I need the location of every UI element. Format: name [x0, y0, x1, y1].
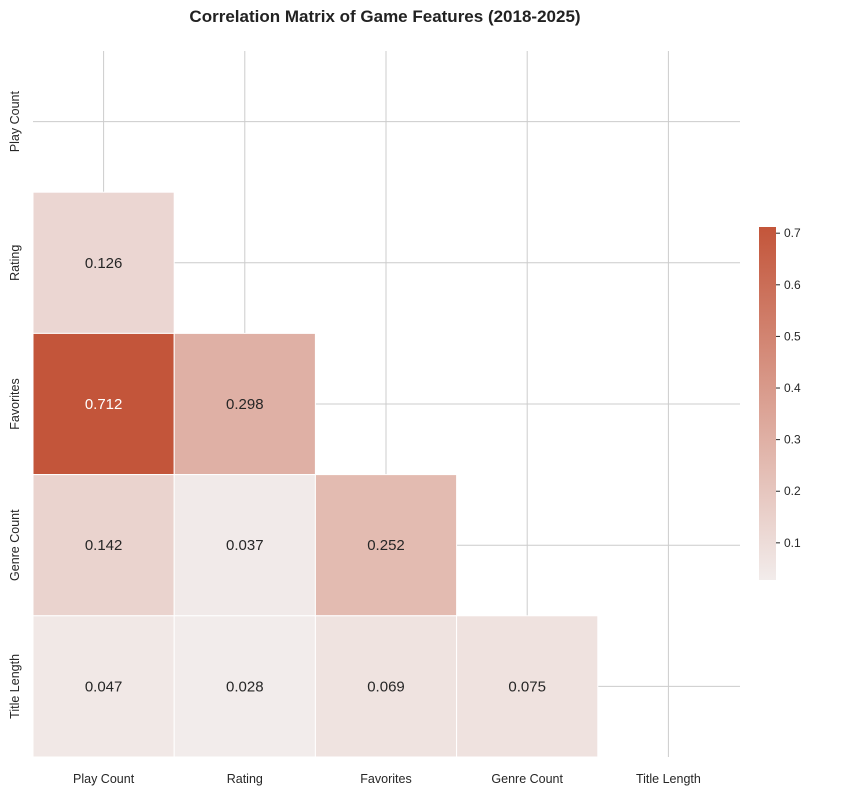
x-tick-label: Genre Count	[491, 772, 563, 786]
heatmap-cell	[173, 615, 316, 758]
y-tick-label: Play Count	[8, 91, 22, 153]
x-tick-label: Play Count	[73, 772, 135, 786]
colorbar-tick-label: 0.7	[784, 226, 801, 240]
x-tick-label: Title Length	[636, 772, 701, 786]
heatmap-cell	[314, 615, 458, 758]
y-tick-label: Favorites	[8, 378, 22, 429]
x-tick-label: Rating	[227, 772, 263, 786]
colorbar-tick-label: 0.6	[784, 278, 801, 292]
y-tick-label: Rating	[8, 245, 22, 281]
colorbar-tick-label: 0.4	[784, 381, 801, 395]
heatmap-cell	[32, 191, 175, 334]
cell-value-label: 0.047	[85, 678, 123, 695]
cell-value-label: 0.075	[508, 678, 546, 695]
colorbar-tick-label: 0.5	[784, 329, 801, 343]
colorbar-tick-label: 0.2	[784, 484, 801, 498]
colorbar	[759, 227, 776, 580]
heatmap-cell	[32, 615, 175, 758]
heatmap-cell	[314, 474, 458, 617]
cell-value-label: 0.252	[367, 537, 405, 554]
cell-value-label: 0.037	[226, 537, 264, 554]
y-tick-label: Title Length	[8, 654, 22, 719]
heatmap-cell	[32, 332, 175, 476]
chart-title: Correlation Matrix of Game Features (201…	[189, 7, 581, 26]
cell-value-label: 0.298	[226, 396, 264, 413]
x-tick-label: Favorites	[360, 772, 411, 786]
cell-value-label: 0.069	[367, 678, 405, 695]
heatmap-cell	[173, 474, 316, 617]
colorbar-tick-label: 0.3	[784, 433, 801, 447]
cell-value-label: 0.126	[85, 255, 123, 272]
cell-value-label: 0.142	[85, 537, 123, 554]
colorbar-tick-label: 0.1	[784, 536, 801, 550]
cell-value-label: 0.028	[226, 678, 264, 695]
y-tick-label: Genre Count	[8, 509, 22, 581]
cell-value-label: 0.712	[85, 396, 123, 413]
heatmap-cell	[456, 615, 599, 758]
